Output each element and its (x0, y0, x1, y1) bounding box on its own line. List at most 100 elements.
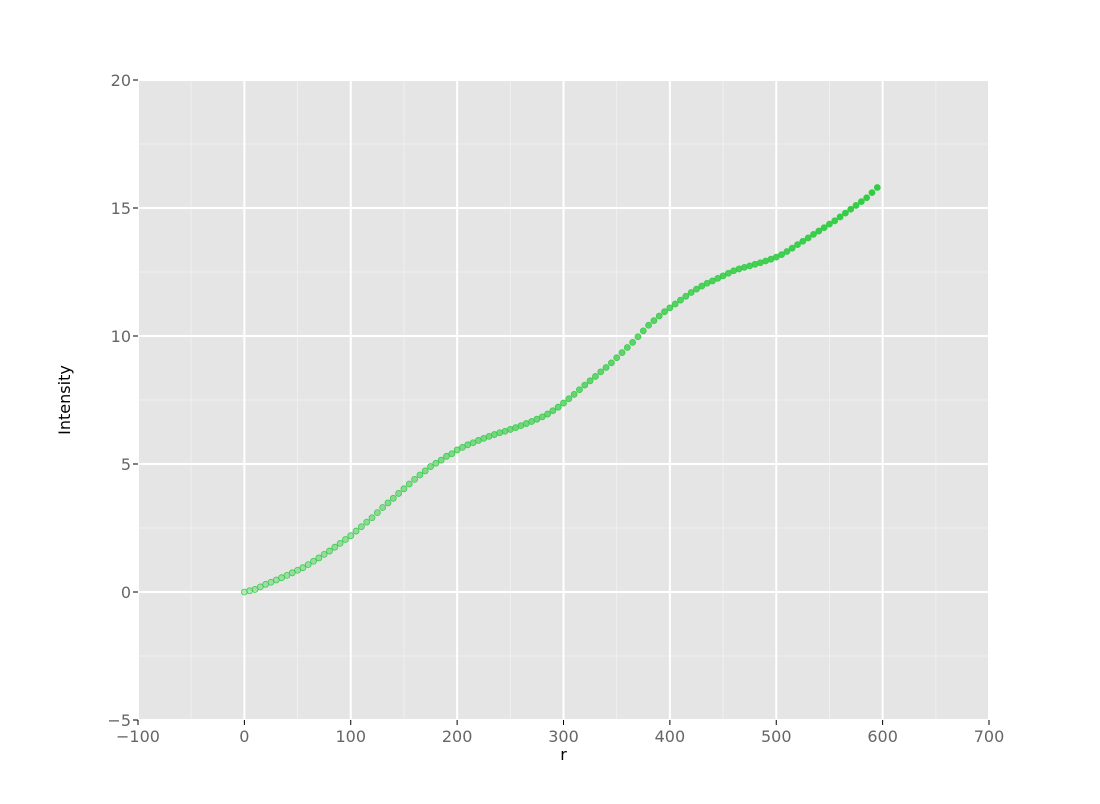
data-point (368, 514, 376, 522)
data-point (240, 588, 248, 596)
data-point (607, 359, 615, 367)
y-tick-label: 20 (111, 71, 131, 90)
data-point (246, 587, 254, 595)
x-tick-label: 700 (974, 727, 1005, 746)
data-point (310, 557, 317, 565)
data-point (655, 312, 663, 320)
data-point (852, 202, 860, 209)
x-tick-label: 600 (867, 727, 898, 746)
data-point (283, 571, 291, 579)
data-point (666, 304, 674, 312)
data-point (544, 410, 551, 418)
data-point (421, 467, 429, 475)
data-point (597, 368, 605, 376)
data-point (336, 539, 344, 547)
data-point (815, 227, 823, 235)
data-point (820, 224, 828, 232)
x-tick-label: 400 (655, 727, 686, 746)
data-point (645, 321, 652, 329)
data-point (687, 289, 695, 296)
data-point (671, 300, 679, 308)
y-tick-label: 0 (121, 583, 131, 602)
data-point (618, 349, 626, 357)
x-tick-label: −100 (116, 727, 160, 746)
data-point (586, 377, 594, 385)
data-point (592, 373, 599, 380)
data-point (709, 277, 716, 285)
data-point (826, 220, 833, 228)
data-point (453, 446, 461, 454)
data-point (698, 282, 706, 290)
data-point (836, 213, 844, 221)
data-point (639, 327, 647, 335)
data-point (863, 194, 871, 202)
data-point (772, 253, 780, 261)
data-point (347, 532, 355, 540)
x-tick-label: 200 (442, 727, 473, 746)
data-point (342, 536, 349, 543)
data-point (379, 504, 387, 511)
data-point (799, 237, 807, 245)
data-point (352, 527, 360, 535)
data-point (873, 184, 881, 191)
data-point (634, 333, 642, 341)
data-point (304, 561, 312, 569)
data-point (326, 547, 333, 555)
data-point (602, 364, 610, 371)
data-point (416, 471, 424, 479)
data-point (427, 463, 434, 470)
data-point (788, 244, 796, 252)
data-point (724, 269, 732, 277)
y-axis-label: Intensity (55, 365, 74, 435)
data-point (294, 566, 301, 574)
x-tick-label: 300 (548, 727, 579, 746)
data-point (565, 395, 573, 403)
data-point (576, 386, 583, 394)
data-point (868, 189, 876, 197)
data-point (682, 292, 690, 300)
data-point (693, 285, 700, 293)
data-point (570, 390, 578, 398)
data-point (299, 564, 307, 572)
data-point (405, 480, 413, 488)
data-point (794, 241, 801, 249)
data-point (719, 272, 727, 280)
data-point (448, 450, 456, 458)
data-point (411, 475, 418, 483)
data-point (538, 413, 546, 421)
data-point (778, 251, 785, 258)
data-point (857, 198, 865, 206)
data-point (549, 407, 557, 415)
data-point (256, 583, 264, 591)
y-tick-label: 5 (121, 455, 131, 474)
x-axis-label: r (560, 745, 567, 764)
data-point (288, 569, 296, 577)
data-point (677, 296, 684, 304)
x-tick-label: 0 (239, 727, 249, 746)
data-point (714, 274, 722, 282)
y-tick-label: 15 (111, 199, 131, 218)
data-point (251, 586, 259, 593)
data-point (831, 217, 839, 225)
data-point (623, 344, 631, 351)
data-point (389, 494, 397, 502)
data-point (400, 485, 408, 493)
data-points (240, 184, 881, 596)
data-point (384, 499, 392, 507)
data-point (560, 399, 567, 407)
major-gridlines (137, 79, 990, 721)
data-point (847, 205, 855, 213)
data-point (373, 509, 381, 517)
x-tick-label: 100 (335, 727, 366, 746)
data-point (315, 554, 323, 562)
data-point (363, 518, 371, 526)
data-point (432, 459, 440, 467)
data-point (650, 317, 658, 325)
data-point (783, 248, 791, 255)
data-point (581, 381, 589, 389)
data-point (804, 234, 812, 242)
data-point (331, 543, 339, 551)
axis-ticks (133, 79, 990, 725)
